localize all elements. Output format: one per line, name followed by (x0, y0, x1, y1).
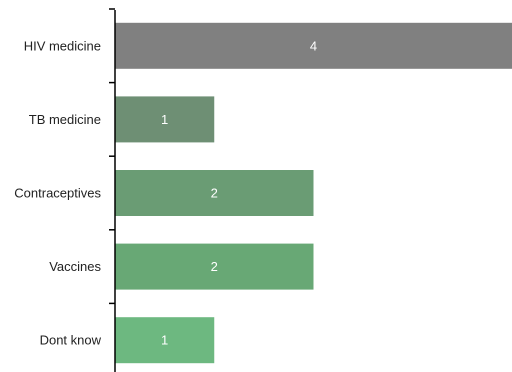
bar-1 (115, 96, 215, 143)
bar-2 (115, 170, 314, 216)
bar-0 (115, 22, 512, 69)
category-label-1: TB medicine (29, 112, 101, 127)
data-label-0: 4 (310, 38, 317, 53)
bars-layer: 4 1 2 2 1 (115, 22, 512, 364)
category-label-4: Dont know (40, 333, 102, 348)
data-label-2: 2 (211, 186, 218, 201)
data-label-1: 1 (161, 112, 168, 127)
data-label-3: 2 (211, 259, 218, 274)
y-axis: HIV medicine TB medicine Contraceptives Vac… (14, 8, 116, 372)
category-label-2: Contraceptives (14, 186, 101, 201)
bar-3 (115, 243, 314, 290)
category-label-0: HIV medicine (24, 38, 101, 53)
data-label-4: 1 (161, 333, 168, 348)
bar-4 (115, 317, 215, 364)
category-label-3: Vaccines (49, 259, 101, 274)
